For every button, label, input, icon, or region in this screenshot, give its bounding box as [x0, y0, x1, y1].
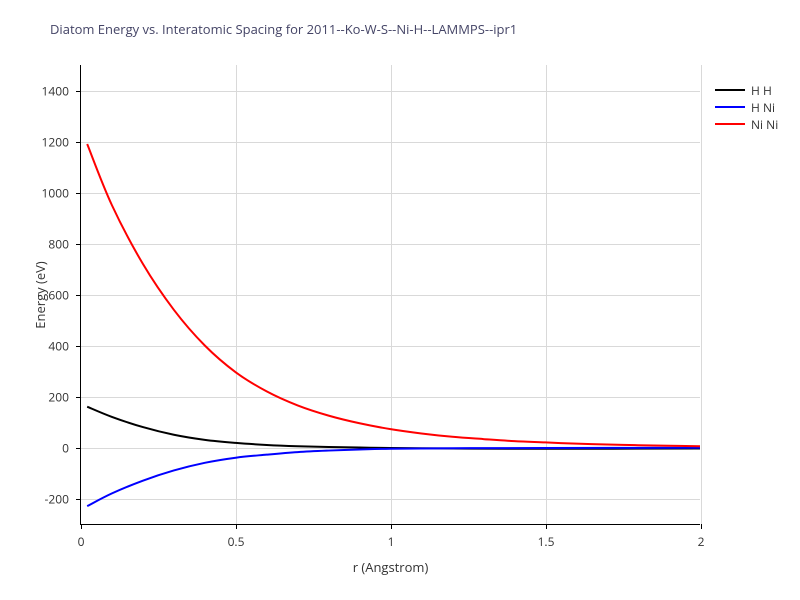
x-tick-label: 1.5 [538, 533, 555, 550]
series-line [87, 448, 700, 506]
x-tick-label: 0 [78, 533, 85, 550]
legend-label: H H [751, 82, 772, 99]
y-tick-label: 1000 [19, 184, 69, 201]
legend-item[interactable]: H Ni [715, 99, 778, 115]
legend-item[interactable]: Ni Ni [715, 116, 778, 132]
y-axis-label: Energy (eV) [31, 261, 49, 328]
y-tick-label: 400 [19, 338, 69, 355]
x-axis-label: r (Angstrom) [353, 558, 429, 576]
x-tick-label: 1 [388, 533, 395, 550]
x-tick [236, 524, 237, 529]
y-tick-label: 800 [19, 235, 69, 252]
legend-swatch [715, 123, 745, 125]
y-tick-label: 1200 [19, 133, 69, 150]
x-tick-label: 2 [698, 533, 705, 550]
series-line [87, 407, 700, 449]
x-tick [701, 524, 702, 529]
y-tick-label: 200 [19, 389, 69, 406]
x-tick [546, 524, 547, 529]
chart-title: Diatom Energy vs. Interatomic Spacing fo… [50, 20, 517, 38]
chart-lines [81, 65, 700, 524]
legend-label: Ni Ni [751, 116, 778, 133]
gridline-vertical [701, 65, 702, 524]
legend-label: H Ni [751, 99, 775, 116]
x-tick-label: 0.5 [228, 533, 245, 550]
legend-swatch [715, 89, 745, 91]
y-tick-label: 1400 [19, 82, 69, 99]
legend: H HH NiNi Ni [715, 82, 778, 133]
series-line [87, 144, 700, 446]
x-tick [391, 524, 392, 529]
x-tick [81, 524, 82, 529]
legend-swatch [715, 106, 745, 108]
plot-area: 00.511.52-2000200400600800100012001400 r… [80, 65, 700, 525]
legend-item[interactable]: H H [715, 82, 778, 98]
y-tick-label: -200 [19, 491, 69, 508]
y-tick-label: 0 [19, 440, 69, 457]
